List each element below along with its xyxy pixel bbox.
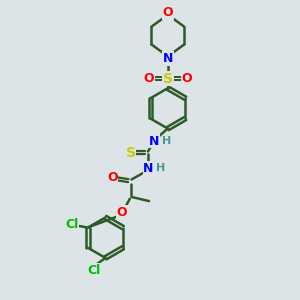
Text: S: S xyxy=(163,72,173,86)
Text: O: O xyxy=(116,206,127,219)
Text: Cl: Cl xyxy=(65,218,79,231)
Text: O: O xyxy=(107,171,118,184)
Text: Cl: Cl xyxy=(88,264,101,277)
Text: O: O xyxy=(144,72,154,85)
Text: O: O xyxy=(181,72,192,85)
Text: N: N xyxy=(143,162,154,175)
Text: H: H xyxy=(162,136,171,146)
Text: N: N xyxy=(149,135,160,148)
Text: N: N xyxy=(163,52,173,65)
Text: H: H xyxy=(156,164,165,173)
Text: S: S xyxy=(126,146,136,160)
Text: O: O xyxy=(163,6,173,19)
